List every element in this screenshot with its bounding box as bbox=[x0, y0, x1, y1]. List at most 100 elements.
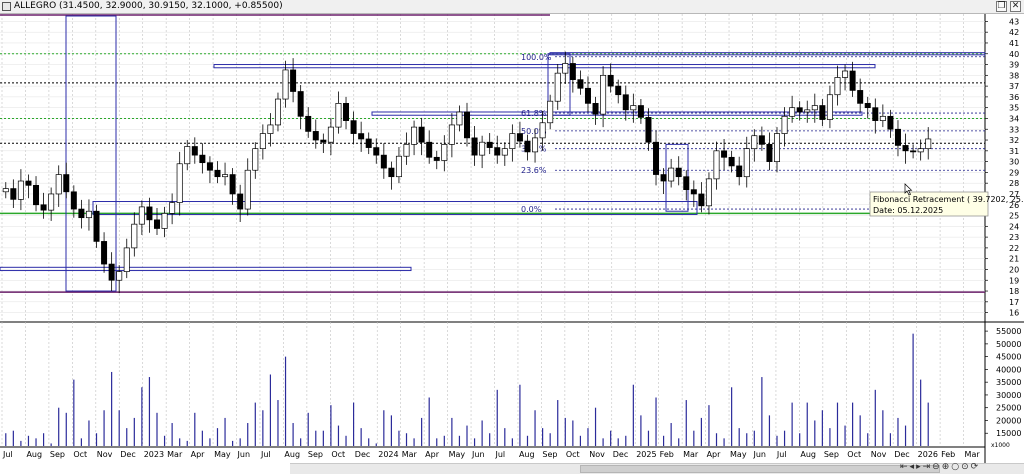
candle-body bbox=[358, 133, 365, 140]
drawn-rectangle bbox=[65, 15, 117, 292]
candle-body bbox=[486, 141, 493, 148]
candle-body bbox=[690, 189, 697, 195]
candle-body bbox=[501, 148, 508, 156]
candle-body bbox=[93, 210, 100, 242]
restore-button[interactable]: ❐ bbox=[996, 1, 1007, 12]
candle-body bbox=[433, 156, 440, 161]
time-tick-label: Apr bbox=[707, 450, 722, 459]
chart-window-icon[interactable] bbox=[2, 2, 11, 11]
candle-body bbox=[834, 77, 841, 96]
candle-body bbox=[577, 79, 584, 89]
price-axis: 4342414039383736353433323130292827262524… bbox=[985, 17, 1019, 318]
nav-button-3[interactable]: ⇥ bbox=[922, 462, 931, 472]
candle-body bbox=[335, 103, 342, 128]
scrollbar-thumb[interactable] bbox=[580, 465, 940, 473]
time-tick-label: Nov bbox=[871, 450, 887, 459]
candle-body bbox=[758, 135, 765, 145]
candle-body bbox=[365, 138, 372, 148]
time-tick-label: 2023 bbox=[144, 450, 164, 459]
candle-body bbox=[781, 115, 788, 134]
horizontal-scrollbar[interactable] bbox=[290, 463, 1024, 474]
candle-body bbox=[789, 107, 796, 117]
price-tick-label: 30 bbox=[1009, 158, 1019, 167]
nav-button-2[interactable]: ▸ bbox=[916, 462, 921, 472]
nav-button-7[interactable]: ⊙ bbox=[961, 462, 969, 472]
candle-body bbox=[910, 150, 917, 153]
candle-body bbox=[774, 133, 780, 162]
candle-body bbox=[244, 169, 251, 210]
time-tick-label: Mar bbox=[167, 450, 183, 459]
nav-button-0[interactable]: ⇤ bbox=[900, 462, 908, 472]
price-tick-label: 18 bbox=[1009, 287, 1019, 296]
time-tick-label: Sep bbox=[824, 450, 839, 459]
fibonacci-retracement: 100.0%61.8%50.0%38.2%23.6%0.0% bbox=[521, 53, 985, 214]
candle-body bbox=[327, 126, 334, 143]
candle-body bbox=[849, 70, 856, 91]
candle-body bbox=[464, 111, 470, 139]
candle-body bbox=[668, 167, 675, 182]
candle-body bbox=[101, 241, 108, 265]
time-tick-label: 2024 bbox=[378, 450, 398, 459]
price-tick-label: 39 bbox=[1009, 61, 1019, 70]
candle-body bbox=[872, 107, 879, 121]
candle-body bbox=[55, 174, 62, 195]
nav-button-1[interactable]: ◂ bbox=[909, 462, 915, 472]
candle-body bbox=[48, 193, 55, 211]
candle-body bbox=[138, 206, 145, 225]
volume-tick-label: 50000 bbox=[996, 340, 1021, 349]
time-tick-label: Apr bbox=[191, 450, 206, 459]
candle-body bbox=[721, 150, 728, 158]
candle-body bbox=[161, 213, 168, 229]
window-titlebar: ALLEGRO (31.4500, 32.9000, 30.9150, 32.1… bbox=[0, 0, 1024, 14]
nav-button-6[interactable]: ○ bbox=[951, 462, 960, 472]
nav-button-5[interactable]: ⊕ bbox=[941, 462, 950, 472]
candle-body bbox=[373, 147, 380, 156]
candle-body bbox=[169, 202, 176, 214]
price-tick-label: 32 bbox=[1009, 136, 1019, 145]
close-button[interactable]: ✕ bbox=[1010, 1, 1021, 12]
price-volume-chart[interactable]: 100.0%61.8%50.0%38.2%23.6%0.0% 434241403… bbox=[0, 14, 1024, 474]
fib-level-label: 0.0% bbox=[521, 205, 542, 214]
candle-body bbox=[675, 167, 682, 178]
nav-button-8[interactable]: ⟳ bbox=[970, 462, 979, 472]
time-tick-label: May bbox=[730, 450, 747, 459]
candle-body bbox=[441, 144, 448, 161]
price-tick-label: 23 bbox=[1009, 233, 1019, 242]
nav-button-4[interactable]: ⊖ bbox=[932, 462, 940, 472]
candle-body bbox=[40, 204, 47, 211]
time-tick-label: Sep bbox=[308, 450, 323, 459]
price-tick-label: 16 bbox=[1009, 309, 1019, 318]
time-tick-label: Dec bbox=[894, 450, 909, 459]
candle-body bbox=[713, 150, 720, 180]
price-tick-label: 31 bbox=[1009, 147, 1019, 156]
price-tick-label: 19 bbox=[1009, 276, 1019, 285]
candle-body bbox=[615, 85, 622, 96]
close-icon: ✕ bbox=[1011, 1, 1020, 11]
candle-body bbox=[282, 69, 289, 100]
price-tick-label: 42 bbox=[1009, 28, 1019, 37]
volume-tick-label: 35000 bbox=[996, 378, 1021, 387]
candle-body bbox=[842, 70, 849, 78]
candle-body bbox=[297, 91, 304, 117]
candle-body bbox=[925, 138, 932, 150]
time-tick-label: Oct bbox=[73, 450, 87, 459]
candle-body bbox=[547, 100, 554, 124]
volume-tick-label: 40000 bbox=[996, 365, 1021, 374]
time-tick-label: Jul bbox=[260, 450, 271, 459]
time-tick-label: Aug bbox=[26, 450, 42, 459]
candle-body bbox=[705, 178, 712, 207]
volume-series bbox=[5, 333, 929, 446]
volume-tick-label: 25000 bbox=[996, 404, 1021, 413]
price-tick-label: 40 bbox=[1009, 50, 1019, 59]
time-tick-label: Nov bbox=[97, 450, 113, 459]
price-tick-label: 24 bbox=[1009, 222, 1019, 231]
time-tick-label: Sep bbox=[542, 450, 557, 459]
price-tick-label: 22 bbox=[1009, 244, 1019, 253]
candle-body bbox=[33, 184, 40, 206]
candle-body bbox=[78, 208, 85, 219]
candle-body bbox=[653, 141, 660, 175]
drawn-rectangle bbox=[213, 64, 876, 69]
volume-multiplier-label: x1000 bbox=[991, 442, 1010, 449]
candle-body bbox=[184, 146, 191, 165]
candle-body bbox=[206, 162, 213, 171]
